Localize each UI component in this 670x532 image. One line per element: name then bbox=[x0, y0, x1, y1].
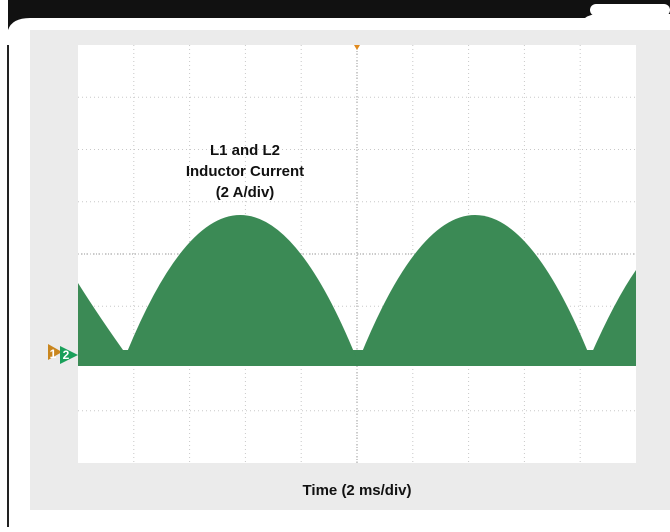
annotation-line: Inductor Current bbox=[186, 163, 304, 180]
x-axis-label: Time (2 ms/div) bbox=[303, 482, 412, 499]
channel-label: 2 bbox=[63, 348, 70, 362]
annotation-line: (2 A/div) bbox=[216, 184, 275, 201]
scope-figure: 1 2 L1 and L2 Inductor Current (2 A/div)… bbox=[0, 0, 670, 527]
header-tab bbox=[590, 4, 670, 16]
header-bar bbox=[0, 0, 670, 30]
annotation-line: L1 and L2 bbox=[210, 142, 280, 159]
channel-label: 1 bbox=[50, 347, 57, 361]
